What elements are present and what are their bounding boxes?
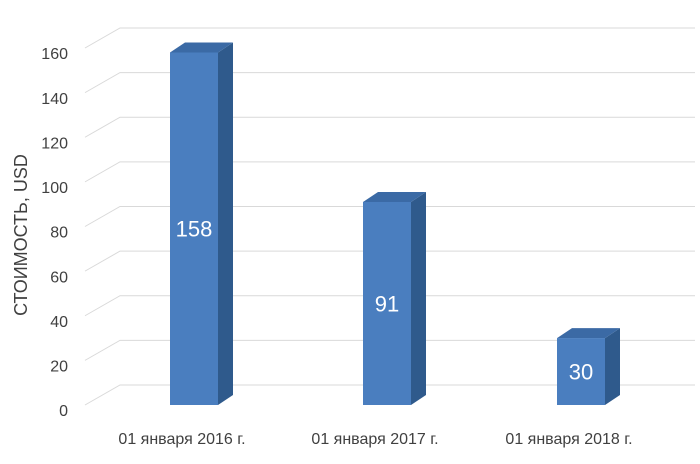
y-axis-label: СТОИМОСТЬ, USD — [11, 154, 31, 316]
y-tick-label: 140 — [41, 91, 68, 108]
grid-line — [84, 206, 695, 227]
bar — [363, 201, 411, 405]
y-tick-label: 40 — [50, 314, 68, 331]
y-tick-label: 160 — [41, 46, 68, 63]
bar-side — [218, 42, 233, 406]
bar-top — [363, 191, 426, 202]
grid-line — [84, 339, 695, 361]
bar-top — [170, 42, 233, 53]
y-tick-label: 0 — [59, 403, 68, 420]
y-tick-label: 80 — [50, 225, 68, 242]
y-tick-label: 100 — [41, 180, 68, 197]
bar-side — [411, 191, 426, 405]
bar-side — [605, 328, 620, 405]
data-label: 30 — [569, 359, 593, 384]
y-tick-label: 120 — [41, 135, 68, 152]
grid-line — [84, 295, 695, 317]
bar-top — [557, 328, 620, 339]
grid-line — [84, 384, 695, 406]
y-tick-label: 60 — [50, 269, 68, 286]
data-label: 158 — [176, 217, 213, 242]
bar — [170, 52, 218, 406]
grid-line — [84, 161, 695, 183]
grid-line — [84, 250, 695, 272]
x-tick-label: 01 января 2016 г. — [118, 431, 245, 448]
grid-line — [84, 27, 695, 49]
grid-line — [84, 116, 695, 138]
x-tick-label: 01 января 2018 г. — [505, 431, 632, 448]
y-tick-label: 20 — [50, 359, 68, 376]
grid-line — [84, 72, 695, 94]
bar — [557, 338, 605, 405]
data-label: 91 — [375, 291, 399, 316]
x-tick-label: 01 января 2017 г. — [311, 431, 438, 448]
